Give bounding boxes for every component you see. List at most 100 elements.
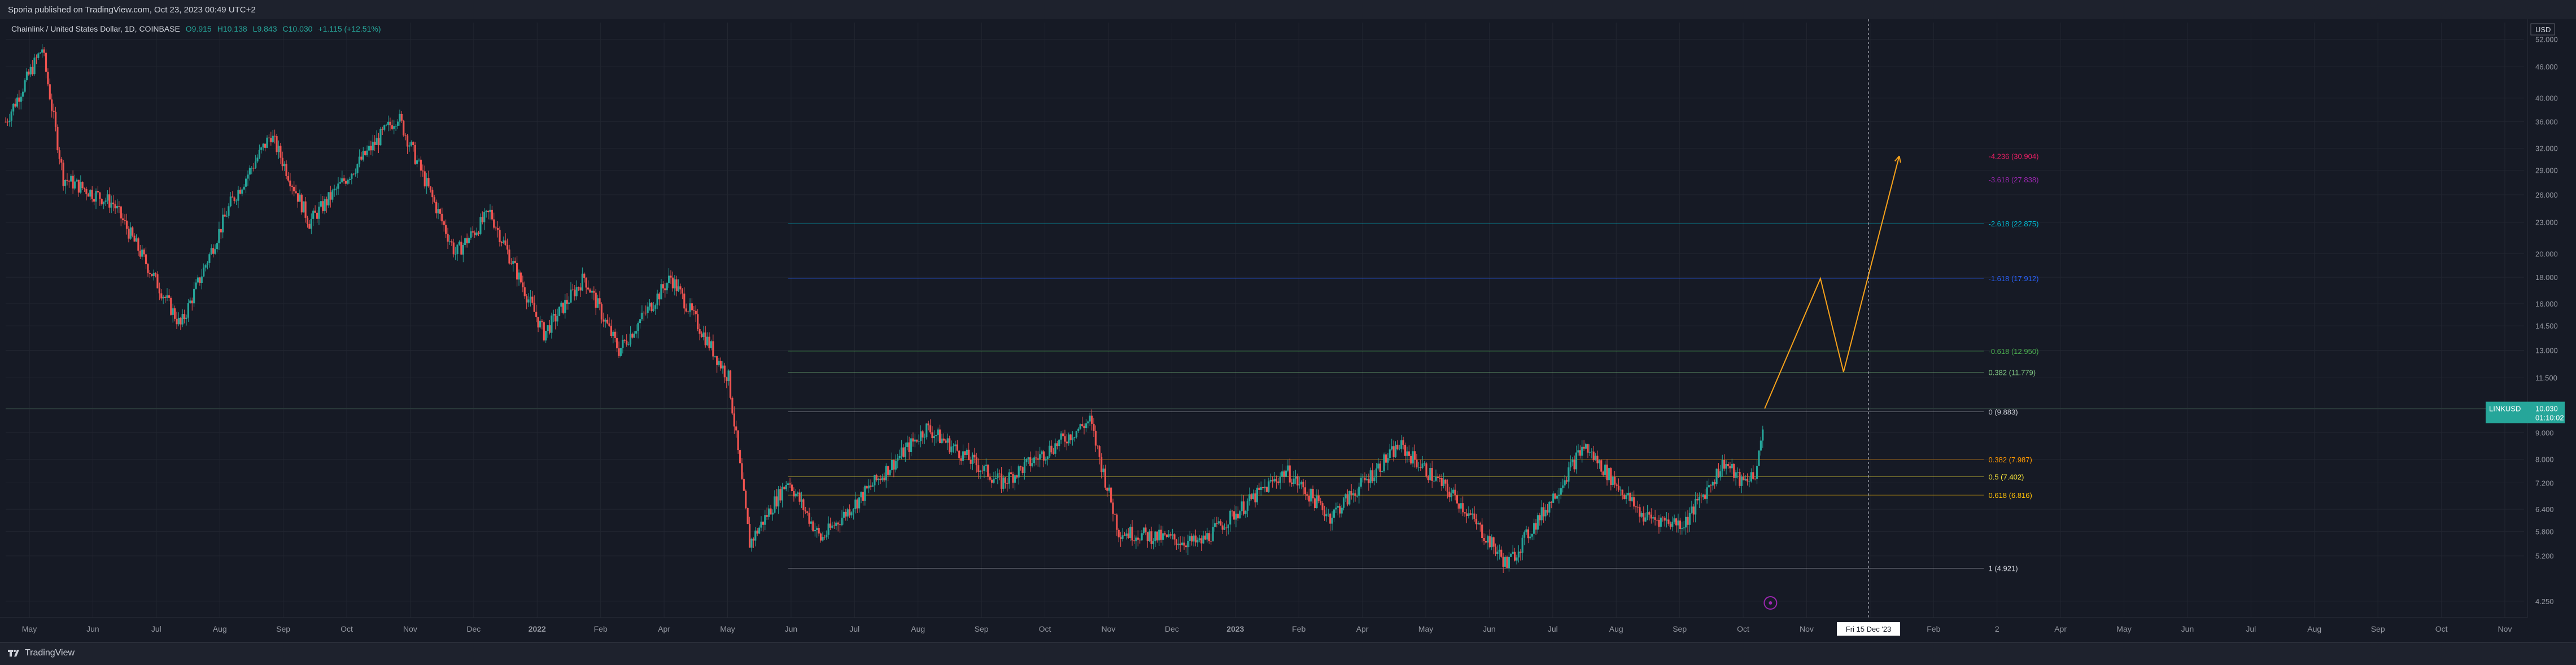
- candle[interactable]: [723, 362, 726, 383]
- candle[interactable]: [1681, 521, 1683, 535]
- candle[interactable]: [964, 451, 966, 458]
- candle[interactable]: [1562, 478, 1564, 493]
- candle[interactable]: [1448, 487, 1451, 502]
- candle[interactable]: [170, 296, 172, 316]
- candle[interactable]: [458, 240, 461, 246]
- candle[interactable]: [177, 312, 180, 327]
- candle[interactable]: [335, 186, 338, 196]
- candle[interactable]: [719, 357, 722, 371]
- candle[interactable]: [224, 207, 226, 217]
- candle[interactable]: [318, 202, 320, 225]
- candle[interactable]: [726, 377, 728, 388]
- candle[interactable]: [1210, 533, 1212, 545]
- candle[interactable]: [781, 483, 784, 508]
- candle[interactable]: [1021, 466, 1024, 476]
- candle[interactable]: [941, 434, 943, 444]
- candle[interactable]: [1216, 517, 1218, 528]
- candle[interactable]: [455, 247, 457, 260]
- candle[interactable]: [477, 230, 480, 237]
- candle[interactable]: [1435, 469, 1437, 482]
- candle[interactable]: [904, 442, 906, 462]
- candle[interactable]: [1606, 459, 1608, 486]
- candle[interactable]: [1744, 475, 1747, 482]
- candle[interactable]: [789, 478, 791, 488]
- candle[interactable]: [860, 491, 862, 504]
- candle[interactable]: [495, 226, 497, 231]
- candle[interactable]: [1727, 462, 1730, 469]
- candle[interactable]: [731, 396, 733, 415]
- candle[interactable]: [414, 142, 416, 165]
- candle[interactable]: [410, 140, 412, 147]
- candle[interactable]: [1614, 471, 1616, 488]
- candle[interactable]: [1302, 479, 1304, 495]
- candle[interactable]: [468, 235, 470, 244]
- candle[interactable]: [1600, 459, 1603, 475]
- candle[interactable]: [1171, 528, 1174, 540]
- candle[interactable]: [1673, 514, 1675, 524]
- candle[interactable]: [1333, 508, 1335, 523]
- candle[interactable]: [1723, 454, 1726, 471]
- candle[interactable]: [827, 516, 829, 539]
- candle[interactable]: [1075, 431, 1077, 439]
- candle[interactable]: [500, 240, 503, 247]
- candle[interactable]: [116, 199, 119, 213]
- candle[interactable]: [839, 520, 841, 533]
- candle[interactable]: [466, 233, 468, 248]
- candle[interactable]: [314, 205, 316, 213]
- candle[interactable]: [1331, 511, 1333, 531]
- candle[interactable]: [1156, 531, 1158, 543]
- candle[interactable]: [189, 298, 191, 304]
- candle[interactable]: [1373, 470, 1376, 485]
- candle[interactable]: [1391, 439, 1393, 450]
- candle[interactable]: [1715, 468, 1718, 487]
- candle[interactable]: [1571, 457, 1574, 466]
- candle[interactable]: [325, 196, 328, 213]
- candle[interactable]: [710, 339, 713, 351]
- candle[interactable]: [898, 449, 901, 460]
- candle[interactable]: [722, 361, 724, 374]
- candle[interactable]: [1633, 490, 1635, 510]
- candle[interactable]: [1358, 482, 1360, 504]
- candle[interactable]: [1740, 474, 1743, 493]
- candle[interactable]: [1313, 497, 1316, 511]
- candle[interactable]: [1237, 506, 1239, 521]
- candle[interactable]: [499, 226, 501, 247]
- candle[interactable]: [1669, 521, 1671, 530]
- candle[interactable]: [587, 280, 590, 291]
- candle[interactable]: [1025, 458, 1028, 466]
- candle[interactable]: [1272, 476, 1274, 488]
- candle[interactable]: [316, 210, 318, 223]
- candle[interactable]: [362, 147, 364, 162]
- candle[interactable]: [600, 302, 603, 324]
- candle[interactable]: [1041, 449, 1043, 458]
- candle[interactable]: [195, 279, 197, 290]
- candle[interactable]: [818, 524, 820, 537]
- tradingview-brand[interactable]: TradingView: [25, 648, 75, 658]
- candle[interactable]: [823, 535, 826, 540]
- candle[interactable]: [914, 434, 916, 448]
- candle[interactable]: [687, 310, 689, 314]
- candle[interactable]: [558, 306, 561, 317]
- candle[interactable]: [678, 279, 680, 292]
- candle[interactable]: [352, 173, 355, 176]
- candle[interactable]: [1460, 497, 1462, 514]
- candle[interactable]: [214, 244, 216, 255]
- candle[interactable]: [147, 262, 149, 277]
- candle[interactable]: [248, 165, 251, 181]
- candle[interactable]: [985, 458, 987, 473]
- candle[interactable]: [1517, 545, 1520, 563]
- candle[interactable]: [475, 228, 478, 237]
- candle[interactable]: [280, 142, 282, 164]
- candle[interactable]: [49, 78, 51, 101]
- candle[interactable]: [1685, 511, 1687, 535]
- candle[interactable]: [1754, 477, 1756, 480]
- candle[interactable]: [885, 463, 887, 488]
- candle[interactable]: [548, 320, 551, 335]
- candle[interactable]: [110, 195, 112, 213]
- candle[interactable]: [812, 520, 814, 532]
- candle[interactable]: [593, 286, 595, 301]
- candle[interactable]: [846, 508, 849, 521]
- candle[interactable]: [706, 332, 709, 347]
- candle[interactable]: [1536, 513, 1539, 534]
- candle[interactable]: [266, 135, 268, 148]
